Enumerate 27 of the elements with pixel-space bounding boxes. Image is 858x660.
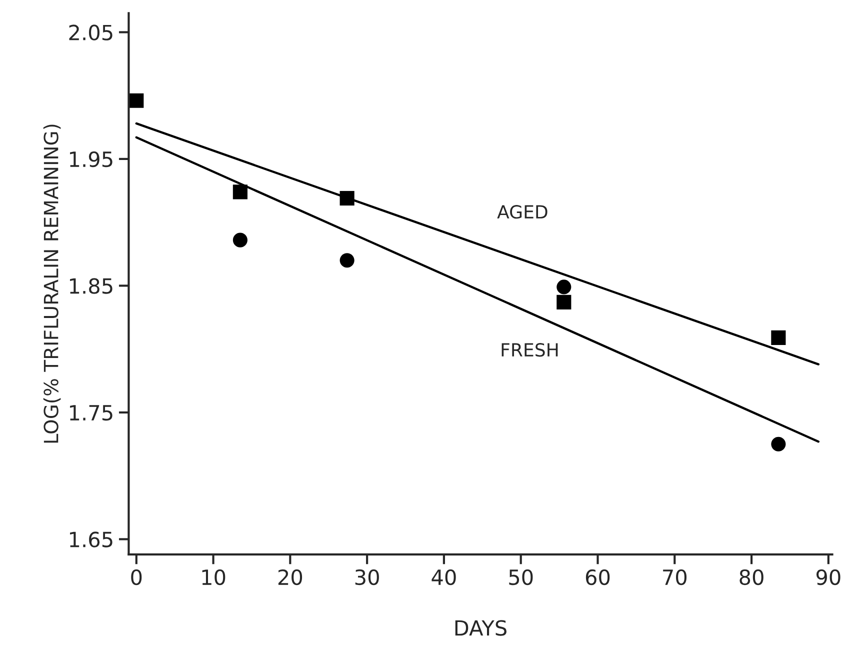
x-tick-label: 80	[740, 569, 764, 586]
y-tick-label: 1.85	[70, 278, 112, 294]
point	[340, 253, 354, 268]
x-tick-label: 60	[586, 569, 610, 586]
x-tick-label: 0	[131, 569, 142, 586]
x-tick-label: 50	[509, 569, 533, 586]
y-tick-label: 1.75	[70, 405, 112, 421]
point	[232, 232, 248, 248]
annotation: AGED	[497, 205, 548, 219]
x-axis-title: DAYS	[455, 620, 506, 636]
point	[232, 184, 248, 200]
x-tick-label: 70	[663, 569, 687, 586]
y-axis-title: LOG(% TRIFLURALIN REMAINING)	[43, 124, 61, 443]
point	[556, 294, 572, 310]
x-tick-label: 40	[432, 569, 456, 586]
point	[771, 436, 786, 452]
y-tick-label: 1.95	[70, 151, 112, 168]
y-tick-label: 1.65	[70, 532, 112, 548]
x-tick-label: 20	[278, 569, 302, 586]
x-tick-label: 10	[202, 569, 226, 586]
annotation: FRESH	[502, 343, 558, 357]
point	[129, 93, 144, 108]
point	[556, 280, 572, 294]
x-tick-label: 90	[816, 569, 840, 586]
x-tick-label: 30	[355, 569, 379, 586]
y-tick-label: 2.05	[69, 24, 112, 40]
point	[771, 330, 786, 345]
